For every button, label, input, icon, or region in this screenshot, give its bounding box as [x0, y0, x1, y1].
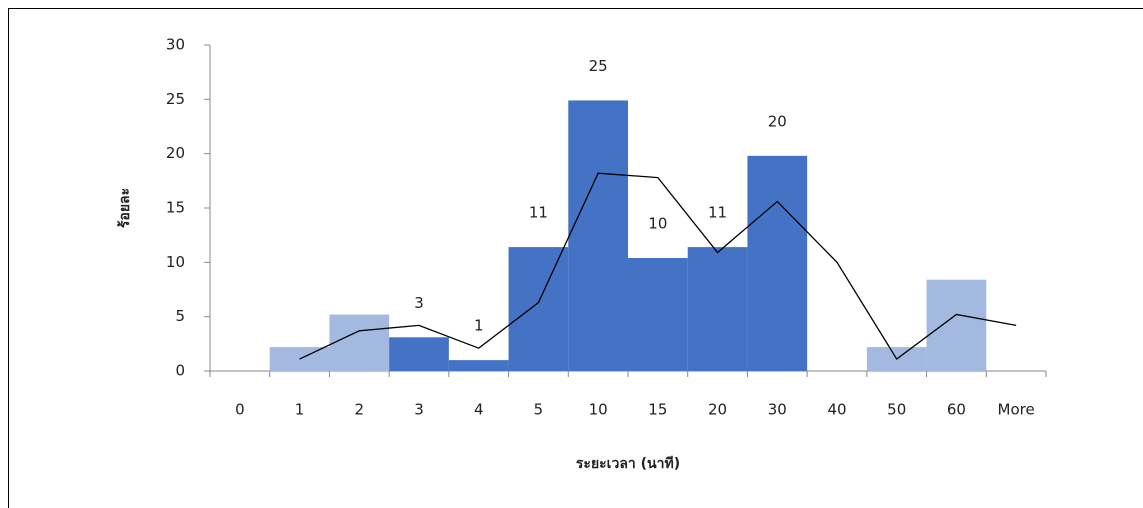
data-label: 20: [768, 112, 787, 130]
x-axis-title: ระยะเวลา (นาที): [576, 456, 680, 472]
bar: [508, 247, 569, 371]
y-tick-label: 30: [166, 36, 185, 54]
x-tick-label: 3: [414, 401, 424, 419]
y-tick-label: 5: [175, 307, 185, 325]
y-tick-label: 10: [166, 253, 185, 271]
bar: [747, 155, 808, 371]
y-tick-label: 25: [166, 90, 185, 108]
y-tick-label: 15: [166, 199, 185, 217]
data-label: 25: [589, 57, 608, 75]
bar: [329, 314, 390, 371]
x-tick-label: 20: [708, 401, 727, 419]
data-label: 11: [529, 204, 548, 222]
x-tick-label: 1: [295, 401, 305, 419]
bar: [687, 247, 748, 371]
bar: [926, 279, 987, 371]
y-tick-label: 0: [175, 362, 185, 380]
x-tick-label: 10: [589, 401, 608, 419]
x-tick-label: 30: [768, 401, 787, 419]
x-tick-label: 2: [355, 401, 365, 419]
bar: [389, 337, 449, 371]
data-label: 3: [414, 294, 424, 312]
data-label: 11: [708, 204, 727, 222]
x-tick-label: 0: [235, 401, 245, 419]
line: [299, 172, 1017, 360]
y-tick-label: 20: [166, 144, 185, 162]
data-label: 1: [474, 317, 484, 335]
bar: [568, 100, 628, 372]
x-tick-label: 15: [648, 401, 667, 419]
y-axis-title: ร้อยละ: [117, 188, 133, 228]
data-label: 10: [648, 214, 667, 232]
bar: [448, 360, 509, 371]
x-tick-label: More: [998, 401, 1035, 419]
chart-border: [8, 8, 1143, 508]
x-tick-label: 40: [827, 401, 846, 419]
x-tick-label: 4: [474, 401, 484, 419]
x-tick-label: 50: [887, 401, 906, 419]
x-tick-label: 60: [947, 401, 966, 419]
x-tick-label: 5: [534, 401, 544, 419]
bar: [628, 257, 688, 371]
